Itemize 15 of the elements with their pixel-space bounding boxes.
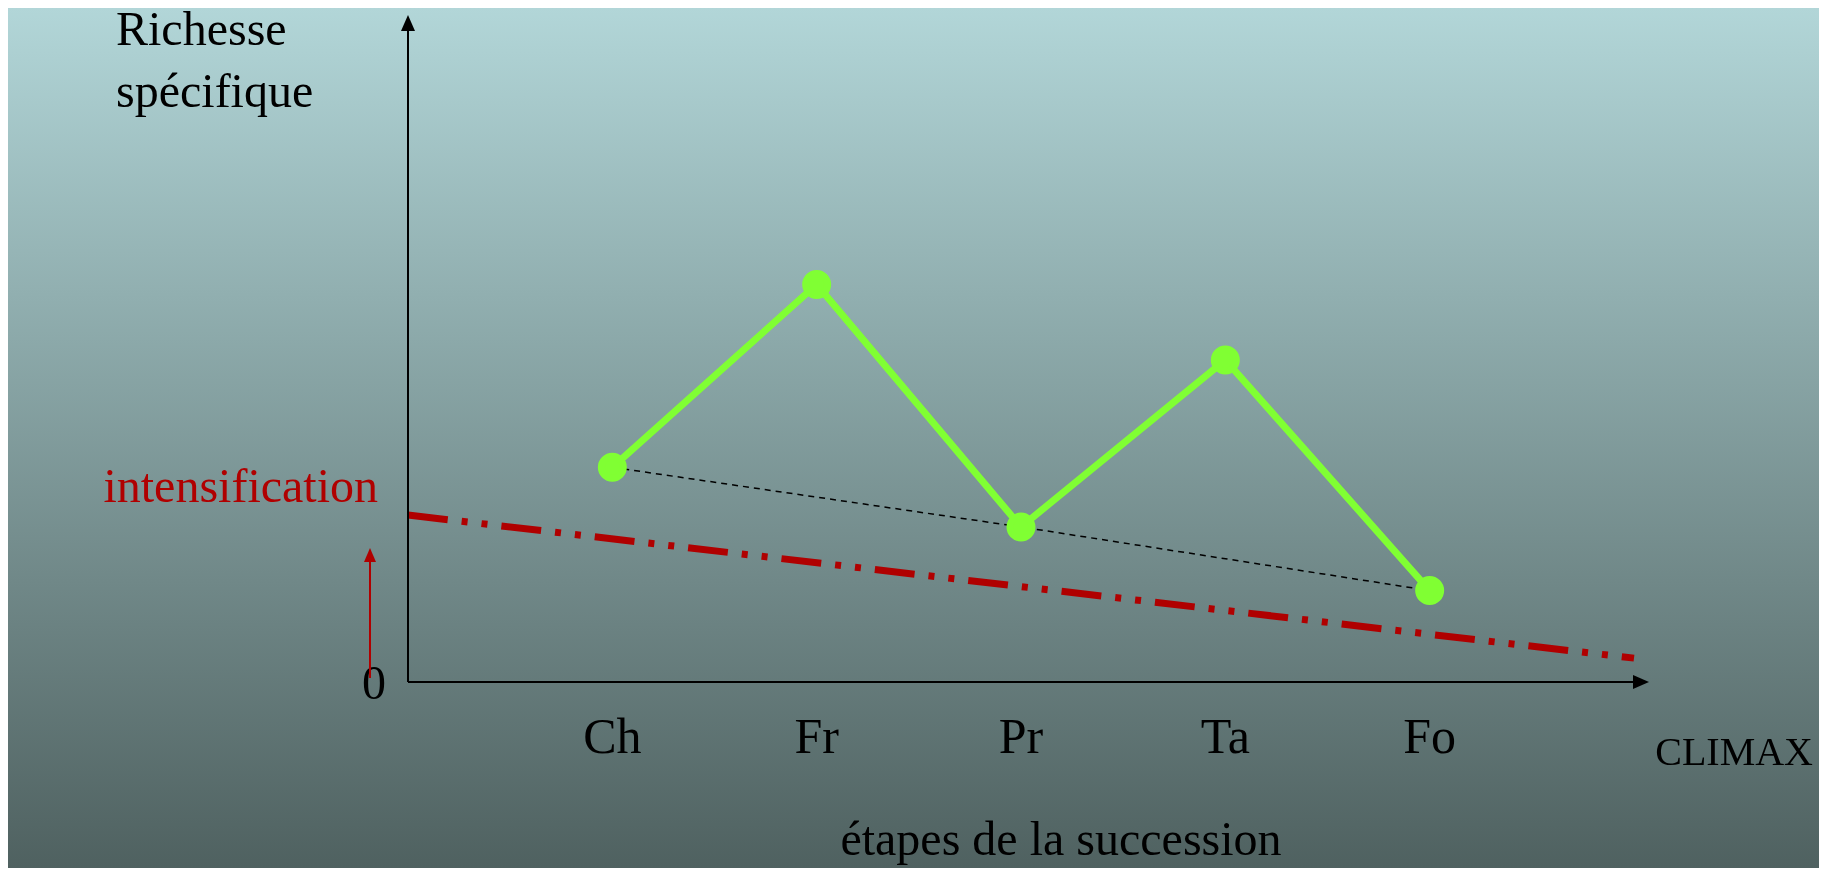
point bbox=[802, 269, 832, 299]
point bbox=[597, 452, 627, 482]
point bbox=[1415, 576, 1445, 606]
text: CLIMAX bbox=[1655, 728, 1814, 774]
x-axis-title: étapes de la succession bbox=[840, 811, 1282, 865]
point bbox=[1210, 345, 1240, 375]
text: 0 bbox=[362, 655, 386, 709]
point bbox=[1006, 512, 1036, 542]
x-tick-label: Pr bbox=[998, 708, 1044, 765]
x-tick-label: Fr bbox=[794, 708, 840, 765]
x-tick-label: Ch bbox=[583, 708, 642, 765]
series-label: intensification bbox=[103, 458, 378, 512]
x-tick-label: Ta bbox=[1200, 708, 1250, 765]
x-tick-label: Fo bbox=[1403, 708, 1457, 765]
y-axis-title: Richesse spécifique bbox=[116, 1, 314, 117]
